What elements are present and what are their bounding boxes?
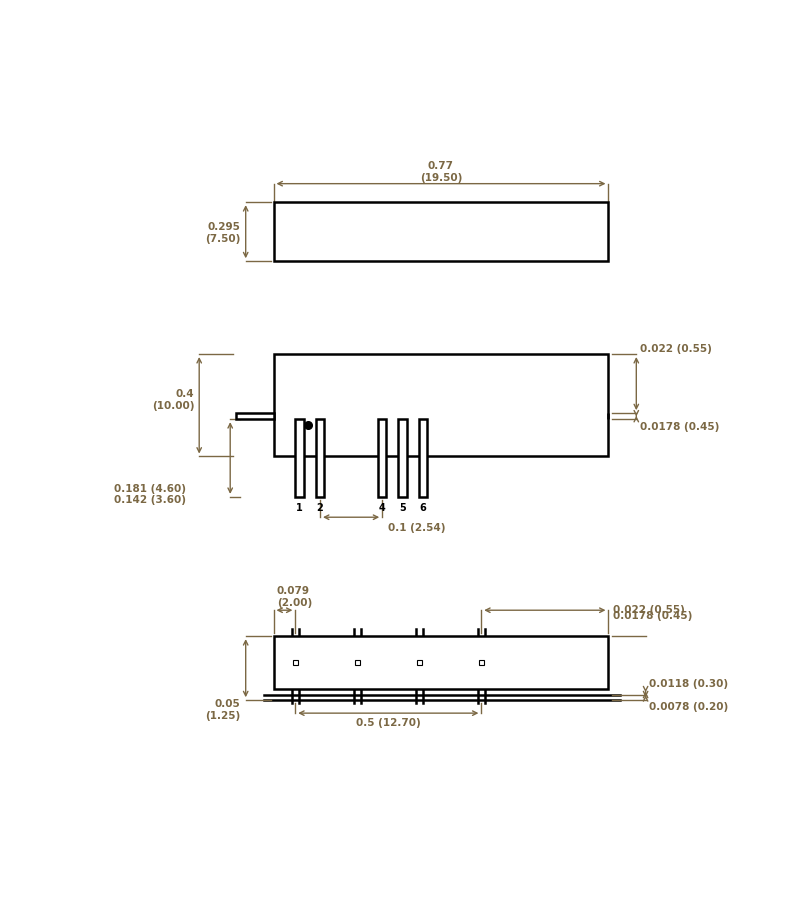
Text: 0.022 (0.55): 0.022 (0.55) [640, 343, 712, 353]
Text: 1: 1 [296, 502, 303, 512]
Text: 0.77
(19.50): 0.77 (19.50) [420, 161, 462, 182]
Bar [398, 420, 407, 497]
Text: 0.181 (4.60)
0.142 (3.60): 0.181 (4.60) 0.142 (3.60) [114, 484, 186, 505]
Bar [479, 660, 484, 665]
Bar [274, 637, 609, 690]
Bar [274, 203, 609, 261]
Text: 0.1 (2.54): 0.1 (2.54) [388, 522, 446, 532]
Text: 5: 5 [399, 502, 406, 512]
Bar [417, 660, 422, 665]
Text: 2: 2 [317, 502, 323, 512]
Text: 6: 6 [420, 502, 426, 512]
Text: 0.4
(10.00): 0.4 (10.00) [152, 389, 194, 411]
Text: 0.5 (12.70): 0.5 (12.70) [356, 717, 421, 727]
Text: 0.0078 (0.20): 0.0078 (0.20) [650, 701, 729, 711]
Text: 0.0118 (0.30): 0.0118 (0.30) [650, 678, 729, 688]
Text: 0.05
(1.25): 0.05 (1.25) [206, 699, 241, 720]
Text: 4: 4 [378, 502, 386, 512]
Bar [355, 660, 360, 665]
Bar [378, 420, 386, 497]
Text: 0.295
(7.50): 0.295 (7.50) [206, 221, 241, 243]
Text: 0.0178 (0.45): 0.0178 (0.45) [640, 421, 719, 431]
Text: 0.079
(2.00): 0.079 (2.00) [277, 585, 312, 607]
Bar [293, 660, 298, 665]
Bar [316, 420, 325, 497]
Bar [237, 414, 274, 420]
Bar [418, 420, 427, 497]
Bar [295, 420, 304, 497]
Text: 0.022 (0.55): 0.022 (0.55) [614, 604, 686, 614]
Bar [274, 354, 609, 457]
Text: 0.0178 (0.45): 0.0178 (0.45) [614, 610, 693, 619]
